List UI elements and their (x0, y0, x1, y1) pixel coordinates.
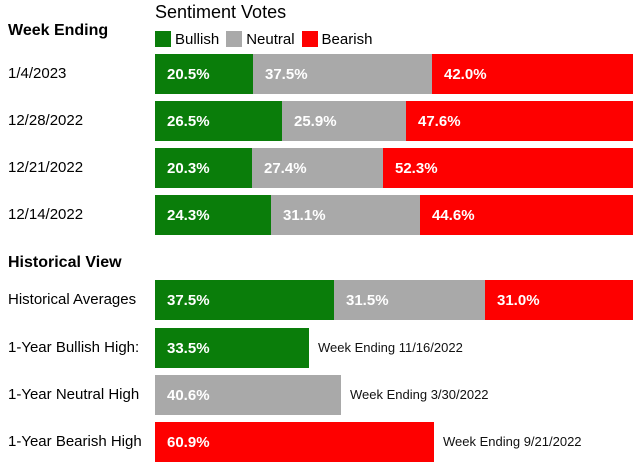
bearish-high-segment: 60.9% (155, 422, 434, 462)
neutral-high-value-label: 40.6% (167, 386, 210, 404)
legend-bearish-swatch (301, 31, 318, 47)
neutral-segment: 37.5% (253, 54, 432, 94)
bearish-segment: 31.0% (485, 280, 633, 320)
week-row-label: 12/28/2022 (8, 112, 84, 129)
legend-bullish: Bullish (155, 31, 219, 48)
week-row-label: 1/4/2023 (8, 65, 67, 82)
bullish-value-label: 37.5% (167, 291, 210, 309)
neutral-value-label: 37.5% (265, 65, 308, 83)
bearish-high-bar: 60.9% Week Ending 9/21/2022 (155, 422, 633, 462)
bearish-segment: 47.6% (406, 101, 633, 141)
legend-bullish-swatch (155, 31, 171, 47)
legend: Bullish Neutral Bearish (155, 30, 379, 48)
neutral-high-bar: 40.6% Week Ending 3/30/2022 (155, 375, 633, 415)
bearish-value-label: 42.0% (444, 65, 487, 83)
neutral-value-label: 25.9% (294, 112, 337, 130)
bullish-segment: 20.3% (155, 148, 252, 188)
neutral-segment: 31.1% (271, 195, 420, 235)
historical-averages-bar: 37.5% 31.5% 31.0% (155, 280, 633, 320)
bearish-value-label: 31.0% (497, 291, 540, 309)
bullish-segment: 24.3% (155, 195, 271, 235)
bearish-segment: 42.0% (432, 54, 633, 94)
bearish-high-week-note: Week Ending 9/21/2022 (443, 434, 582, 449)
week-bar-2: 26.5% 25.9% 47.6% (155, 101, 633, 141)
bullish-value-label: 20.5% (167, 65, 210, 83)
legend-neutral: Neutral (226, 30, 295, 48)
historical-averages-label: Historical Averages (8, 291, 137, 308)
legend-bearish: Bearish (301, 30, 373, 48)
chart-title: Sentiment Votes (155, 2, 287, 22)
bullish-segment: 20.5% (155, 54, 253, 94)
bearish-segment: 52.3% (383, 148, 633, 188)
neutral-segment: 31.5% (334, 280, 485, 320)
neutral-value-label: 31.5% (346, 291, 389, 309)
legend-bearish-label: Bearish (321, 30, 373, 48)
week-ending-heading: Week Ending (8, 22, 109, 39)
neutral-high-segment: 40.6% (155, 375, 341, 415)
bullish-value-label: 20.3% (167, 159, 210, 177)
high-row-label: 1-Year Bullish High: (8, 339, 140, 356)
bearish-value-label: 47.6% (418, 112, 461, 130)
bullish-segment: 26.5% (155, 101, 282, 141)
week-bar-3: 20.3% 27.4% 52.3% (155, 148, 633, 188)
bullish-segment: 37.5% (155, 280, 334, 320)
week-row-label: 12/21/2022 (8, 159, 84, 176)
high-row-label: 1-Year Neutral High (8, 386, 140, 403)
neutral-value-label: 27.4% (264, 159, 307, 177)
bullish-high-segment: 33.5% (155, 328, 309, 368)
bearish-value-label: 52.3% (395, 159, 438, 177)
neutral-value-label: 31.1% (283, 206, 326, 224)
legend-bullish-label: Bullish (175, 30, 220, 48)
legend-neutral-label: Neutral (246, 30, 295, 48)
bullish-value-label: 24.3% (167, 206, 210, 224)
bullish-value-label: 26.5% (167, 112, 210, 130)
bearish-value-label: 44.6% (432, 206, 475, 224)
legend-neutral-swatch (226, 31, 243, 47)
bearish-segment: 44.6% (420, 195, 633, 235)
week-row-label: 12/14/2022 (8, 206, 84, 223)
bullish-high-week-note: Week Ending 11/16/2022 (318, 340, 463, 355)
bullish-high-value-label: 33.5% (167, 339, 210, 357)
neutral-high-week-note: Week Ending 3/30/2022 (350, 387, 489, 402)
bearish-high-value-label: 60.9% (167, 433, 210, 451)
bullish-high-bar: 33.5% Week Ending 11/16/2022 (155, 328, 633, 368)
historical-view-heading: Historical View (8, 254, 122, 271)
week-bar-4: 24.3% 31.1% 44.6% (155, 195, 633, 235)
neutral-segment: 27.4% (252, 148, 383, 188)
high-row-label: 1-Year Bearish High (8, 433, 142, 450)
neutral-segment: 25.9% (282, 101, 406, 141)
week-bar-1: 20.5% 37.5% 42.0% (155, 54, 633, 94)
